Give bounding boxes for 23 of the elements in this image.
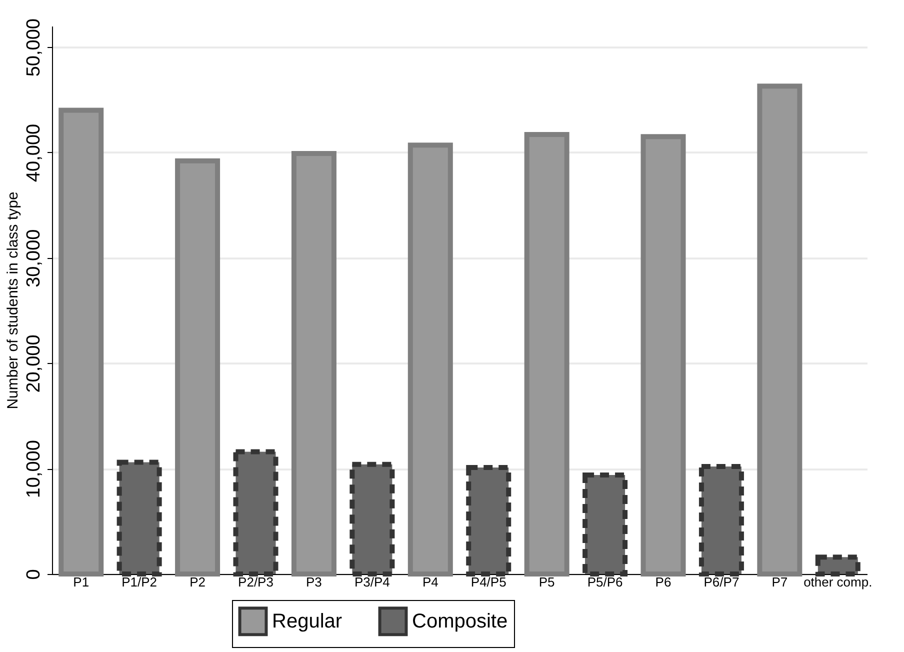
x-tick-label: P2/P3: [238, 574, 274, 590]
x-tick-label: P6: [655, 574, 672, 590]
y-tick-label: 0: [24, 569, 44, 580]
y-axis-title: Number of students in class type: [4, 192, 22, 410]
legend-label: Regular: [272, 610, 342, 632]
x-tick-label: P1: [73, 574, 90, 590]
x-tick-label: other comp.: [804, 574, 872, 590]
x-tick-label: P3/P4: [354, 574, 390, 590]
x-tick-label: P4/P5: [470, 574, 506, 590]
x-tick-label: P7: [772, 574, 788, 590]
x-tick-label: P1/P2: [122, 574, 158, 590]
y-tick-label: 30,000: [24, 229, 44, 288]
y-tick-label: 10,000: [24, 440, 44, 498]
x-tick-label: P2: [190, 574, 206, 590]
x-tick-label: P4: [422, 574, 438, 590]
y-tick-label: 20,000: [24, 334, 44, 393]
legend-label: Composite: [412, 610, 508, 632]
y-tick-label: 50,000: [24, 18, 44, 77]
y-tick-label: 40,000: [24, 124, 44, 182]
x-tick-label: P5: [538, 574, 555, 590]
x-tick-label: P6/P7: [704, 574, 740, 590]
x-tick-label: P5/P6: [587, 574, 623, 590]
x-tick-label: P3: [306, 574, 322, 590]
